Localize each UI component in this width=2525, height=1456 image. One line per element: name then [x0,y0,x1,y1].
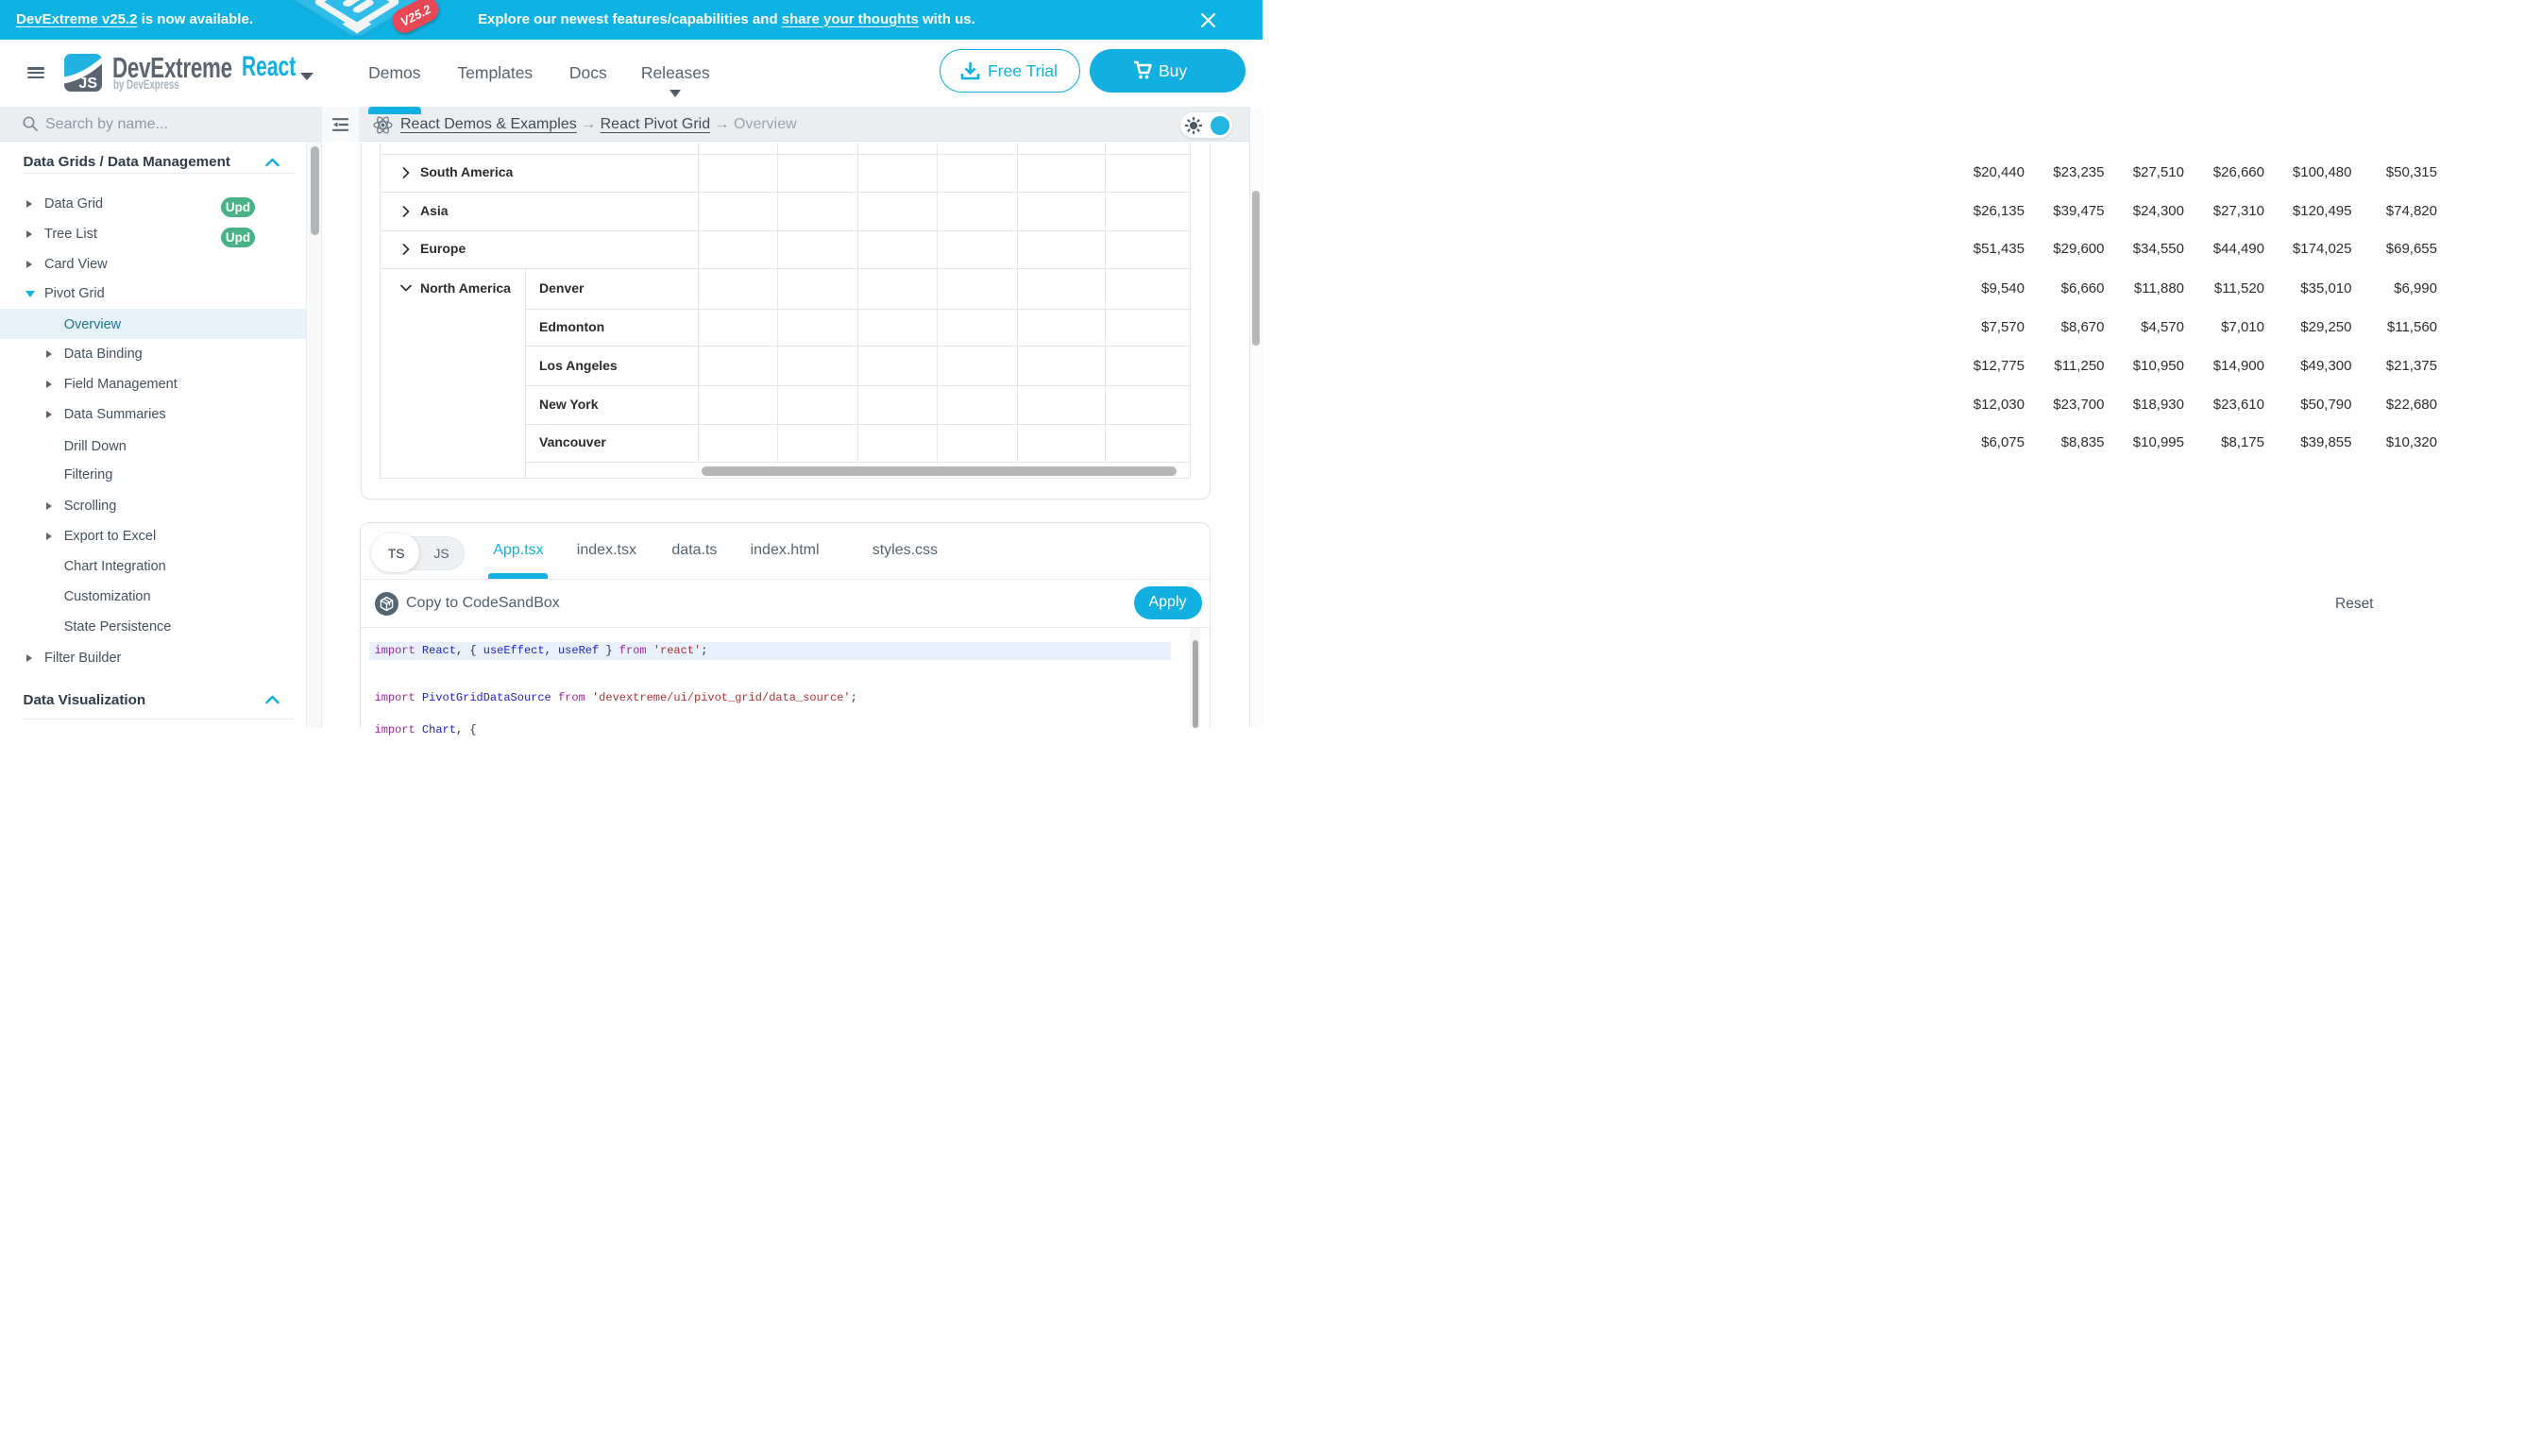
svg-text:JS: JS [78,76,97,92]
